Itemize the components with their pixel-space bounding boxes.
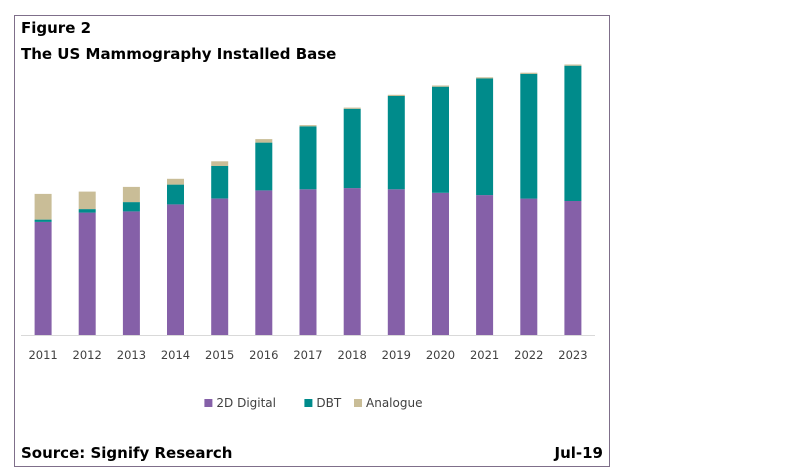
bar-dbt-2018	[343, 108, 361, 189]
bar-analogue-2011	[34, 193, 52, 220]
bar-dbt-2012	[78, 209, 96, 213]
legend-label-dbt: DBT	[316, 396, 341, 410]
x-tick-labels: 2011 2012 2013 2014 2015 2016 2017 2018 2019 2020…	[28, 348, 587, 362]
bar-dbt-2019	[387, 96, 405, 190]
bar-dbt-2015	[211, 165, 229, 199]
bar-analogue-2022	[520, 72, 538, 74]
bar-analogue-2020	[432, 85, 449, 87]
bar-dbt-2013	[122, 202, 140, 212]
bar-dbt-2022	[520, 73, 538, 199]
x-tick-label: 2012	[73, 348, 102, 362]
bar-2d-digital-2014	[167, 204, 184, 335]
x-tick-label: 2021	[470, 348, 499, 362]
source-note: Source: Signify Research	[21, 444, 233, 462]
legend-swatch-analogue	[354, 399, 362, 407]
x-tick-label: 2023	[558, 348, 587, 362]
bar-2d-digital-2021	[476, 195, 494, 335]
x-tick-label: 2011	[28, 348, 57, 362]
bar-analogue-2023	[564, 64, 582, 66]
x-tick-label: 2016	[249, 348, 278, 362]
bar-2d-digital-2019	[387, 189, 405, 335]
bar-2d-digital-2018	[343, 188, 361, 335]
legend-label-analogue: Analogue	[366, 396, 422, 410]
bar-analogue-2015	[211, 161, 229, 166]
bar-analogue-2013	[122, 186, 140, 203]
bar-dbt-2016	[255, 142, 273, 191]
bar-dbt-2017	[299, 126, 317, 190]
bar-2d-digital-2016	[255, 190, 273, 335]
x-tick-label: 2022	[514, 348, 543, 362]
bar-2d-digital-2023	[564, 200, 582, 335]
legend-swatch-dbt	[304, 399, 313, 407]
bar-2d-digital-2020	[432, 192, 449, 335]
figure-label: Figure 2	[21, 19, 92, 37]
x-tick-label: 2017	[293, 348, 322, 362]
bar-2d-digital-2011	[34, 221, 52, 335]
bar-analogue-2021	[476, 77, 494, 79]
bar-dbt-2021	[476, 78, 494, 196]
bar-2d-digital-2013	[122, 211, 140, 335]
stacked-bar-chart: 2011 2012 2013 2014 2015 2016 2017 2018 2019 2020…	[21, 64, 595, 410]
chart-frame: Figure 2 The US Mammography Installed Ba…	[14, 15, 610, 467]
chart-title: The US Mammography Installed Base	[21, 45, 337, 63]
bar-dbt-2014	[167, 184, 184, 205]
x-tick-label: 2018	[338, 348, 367, 362]
x-tick-label: 2015	[205, 348, 234, 362]
legend-label-2d-digital: 2D Digital	[216, 396, 276, 410]
bar-dbt-2023	[564, 65, 582, 201]
x-tick-label: 2014	[161, 348, 190, 362]
legend-swatch-2d-digital	[204, 399, 213, 407]
bar-2d-digital-2015	[211, 198, 229, 335]
bar-dbt-2011	[34, 219, 52, 222]
bar-dbt-2020	[432, 86, 449, 193]
bars-layer	[34, 64, 582, 335]
x-tick-label: 2020	[426, 348, 455, 362]
date-note: Jul-19	[554, 444, 603, 462]
x-tick-label: 2019	[382, 348, 411, 362]
bar-analogue-2019	[387, 94, 405, 96]
bar-analogue-2017	[299, 125, 317, 127]
bar-2d-digital-2012	[78, 212, 96, 335]
bar-analogue-2014	[167, 178, 184, 185]
bar-2d-digital-2017	[299, 189, 317, 335]
x-tick-label: 2013	[117, 348, 146, 362]
bar-analogue-2016	[255, 139, 273, 143]
bar-analogue-2012	[78, 191, 96, 210]
bar-2d-digital-2022	[520, 198, 538, 335]
bar-analogue-2018	[343, 107, 361, 109]
legend: 2D Digital DBT Analogue	[204, 396, 422, 410]
